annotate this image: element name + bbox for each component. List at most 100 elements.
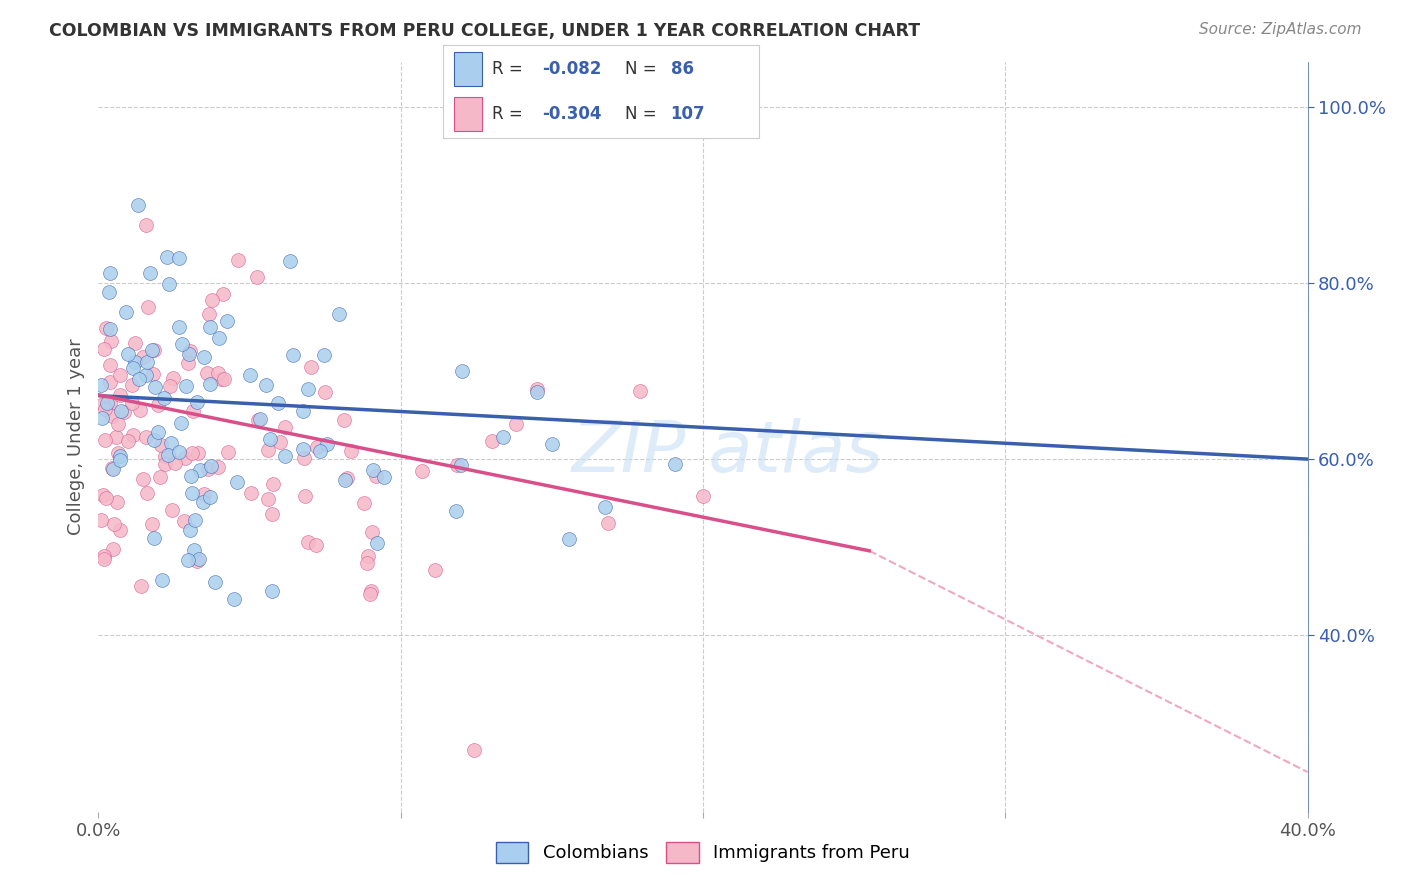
Point	[246, 270, 269, 285]
Point	[94, 491, 117, 505]
Point	[191, 495, 214, 509]
Point	[314, 384, 336, 399]
Point	[165, 456, 187, 470]
Point	[280, 254, 302, 268]
Bar	[454, 97, 482, 131]
Point	[226, 475, 249, 489]
Point	[135, 218, 157, 232]
Point	[201, 293, 224, 307]
Legend: Colombians, Immigrants from Peru: Colombians, Immigrants from Peru	[489, 835, 917, 870]
Point	[149, 469, 172, 483]
Point	[297, 534, 319, 549]
Point	[336, 471, 359, 485]
Point	[481, 434, 503, 448]
Point	[198, 320, 221, 334]
Point	[100, 334, 122, 348]
Point	[226, 252, 249, 267]
Point	[122, 361, 145, 376]
Point	[207, 459, 229, 474]
Point	[146, 398, 169, 412]
Point	[246, 413, 269, 427]
Point	[121, 428, 143, 442]
Point	[90, 513, 112, 527]
Point	[184, 513, 207, 527]
Point	[93, 552, 115, 566]
Point	[121, 396, 143, 410]
Point	[172, 337, 194, 351]
Point	[212, 372, 235, 386]
Point	[373, 470, 395, 484]
Point	[91, 487, 114, 501]
Point	[357, 549, 380, 563]
Point	[112, 405, 135, 419]
Point	[291, 404, 314, 418]
Point	[132, 472, 155, 486]
Point	[200, 377, 222, 392]
Point	[260, 583, 283, 598]
Point	[127, 198, 149, 212]
Point	[136, 300, 159, 314]
Point	[177, 553, 200, 567]
Point	[193, 350, 215, 364]
Point	[664, 457, 686, 471]
Point	[292, 451, 315, 466]
Bar	[454, 52, 482, 86]
Point	[107, 446, 129, 460]
Point	[124, 336, 146, 351]
Point	[299, 359, 322, 374]
Point	[423, 563, 446, 577]
Point	[269, 435, 291, 450]
Point	[446, 504, 468, 518]
Point	[117, 434, 139, 448]
Point	[257, 491, 280, 506]
Point	[98, 375, 121, 389]
Point	[254, 378, 277, 392]
Point	[207, 366, 229, 380]
Point	[179, 347, 201, 361]
Point	[353, 496, 375, 510]
Point	[101, 461, 124, 475]
Point	[157, 277, 180, 291]
Point	[141, 517, 163, 532]
Point	[94, 401, 117, 416]
Point	[193, 487, 215, 501]
Point	[366, 469, 388, 483]
Point	[249, 411, 271, 425]
Point	[169, 251, 191, 265]
Point	[297, 382, 319, 396]
Point	[181, 446, 204, 460]
Point	[93, 342, 115, 356]
Point	[186, 554, 208, 568]
Point	[316, 437, 339, 451]
Point	[107, 417, 129, 431]
Point	[104, 430, 127, 444]
Point	[108, 452, 131, 467]
Point	[128, 402, 150, 417]
Point	[197, 462, 219, 476]
Point	[333, 474, 356, 488]
Point	[94, 433, 117, 447]
Point	[141, 343, 163, 357]
Point	[108, 523, 131, 537]
Point	[174, 451, 197, 466]
Point	[308, 444, 330, 458]
Point	[98, 358, 121, 372]
Point	[492, 430, 515, 444]
Point	[596, 516, 619, 530]
Point	[156, 250, 179, 264]
Point	[91, 397, 114, 411]
Point	[159, 378, 181, 392]
Point	[200, 458, 222, 473]
Point	[217, 444, 239, 458]
Point	[135, 368, 157, 383]
Point	[174, 378, 197, 392]
Point	[98, 395, 121, 409]
Point	[162, 371, 184, 385]
Point	[540, 436, 562, 450]
Point	[294, 489, 316, 503]
Point	[239, 368, 262, 383]
Point	[108, 449, 131, 463]
Point	[340, 444, 363, 458]
Point	[267, 395, 290, 409]
Point	[628, 384, 651, 399]
